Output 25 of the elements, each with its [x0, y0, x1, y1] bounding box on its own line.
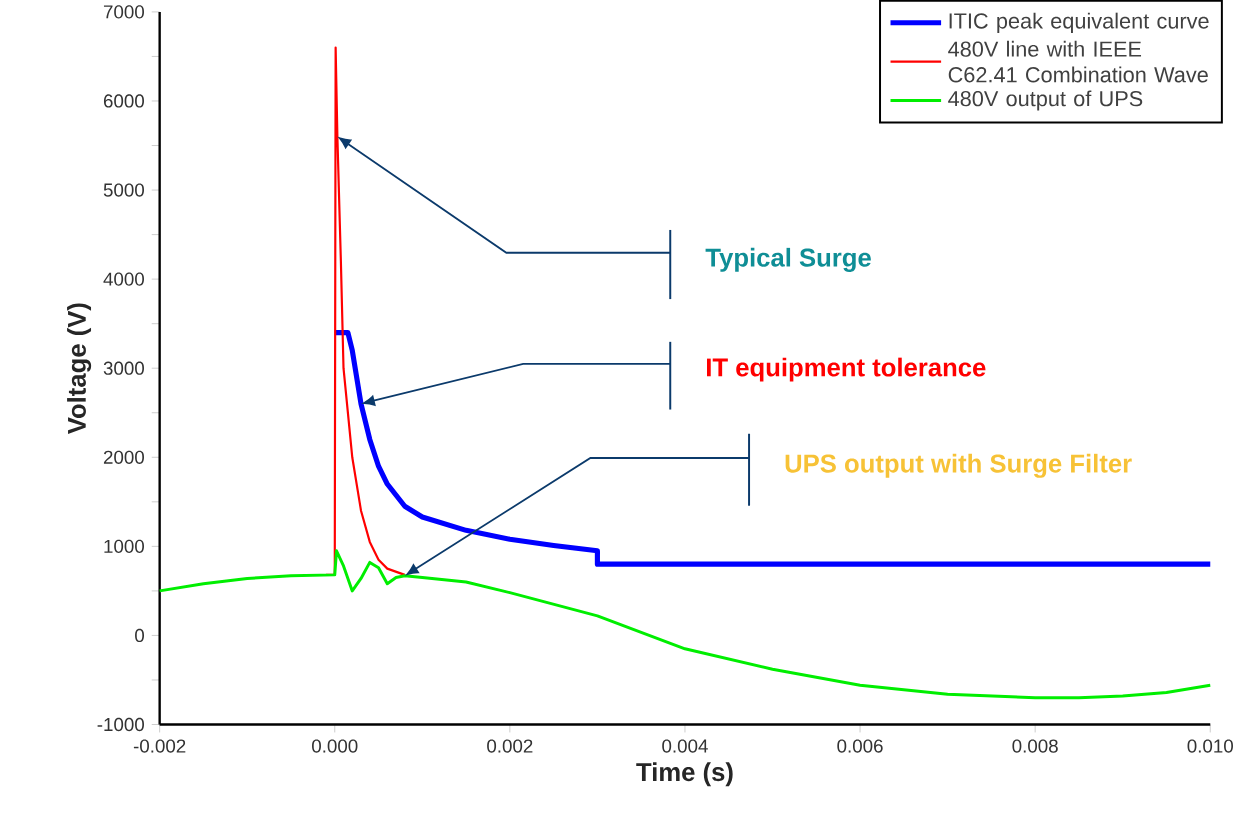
y-tick-label: 7000	[103, 5, 144, 19]
y-tick-label: 0	[135, 628, 145, 643]
x-tick-label: 0.002	[487, 739, 533, 753]
x-tick-label: 0.008	[1012, 739, 1058, 753]
line-series	[158, 549, 1212, 700]
y-tick-label: 3000	[103, 361, 144, 376]
annotation: IT equipment tolerance	[707, 357, 986, 382]
y-tick-label: 4000	[103, 272, 144, 286]
x-axis-title: Time (s)	[636, 762, 733, 787]
x-tick-label: 0.006	[837, 739, 883, 753]
x-tick-label: 0.010	[1187, 739, 1233, 753]
y-tick-label: 2000	[103, 450, 144, 465]
y-axis-title: Voltage (V)	[67, 303, 92, 435]
annotation: UPS output with Surge Filter	[785, 453, 1132, 479]
y-tick-label: 1000	[104, 539, 144, 554]
x-tick-label: -0.002	[133, 739, 186, 753]
y-tick-label: -1000	[97, 718, 144, 732]
y-tick-label: 6000	[103, 94, 144, 108]
legend-label: ITIC peak equivalent curve	[949, 12, 1209, 34]
x-tick-label: 0.000	[312, 739, 358, 753]
legend-label: 480V line with IEEE C62.41 Combination Wave	[948, 41, 1208, 83]
y-tick-label: 5000	[103, 183, 144, 197]
legend-label: 480V output of UPS	[948, 90, 1143, 111]
x-tick-label: 0.004	[662, 739, 708, 753]
annotation: Typical Surge	[705, 248, 871, 273]
